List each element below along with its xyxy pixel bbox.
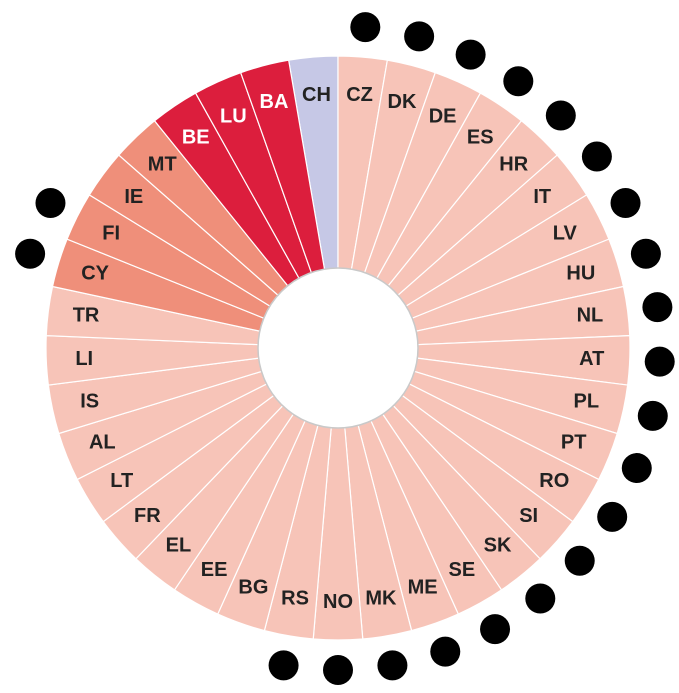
segment-label-sk: SK: [484, 535, 512, 557]
segment-label-ee: EE: [201, 559, 228, 581]
segment-label-is: IS: [80, 391, 99, 413]
segment-label-si: SI: [519, 505, 538, 527]
segment-label-cz: CZ: [346, 84, 373, 106]
segment-label-me: ME: [408, 576, 438, 598]
marker-dot-dk: [404, 21, 435, 52]
segment-label-ch: CH: [302, 84, 331, 106]
segment-label-it: IT: [533, 186, 551, 208]
marker-dot-cy: [15, 238, 46, 269]
segment-label-hr: HR: [499, 154, 528, 176]
segment-label-fi: FI: [102, 223, 120, 245]
marker-dot-me: [430, 636, 461, 667]
segment-label-rs: RS: [281, 587, 309, 609]
marker-dot-no: [323, 655, 353, 685]
segment-label-tr: TR: [73, 305, 100, 327]
segment-label-li: LI: [75, 348, 93, 370]
marker-dot-de: [455, 39, 486, 70]
marker-dot-at: [644, 346, 675, 377]
segment-label-el: EL: [166, 535, 192, 557]
segment-label-es: ES: [467, 127, 494, 149]
marker-dot-se: [480, 614, 511, 645]
marker-dot-lv: [610, 188, 641, 219]
segment-label-nl: NL: [577, 305, 604, 327]
segment-label-hu: HU: [566, 263, 595, 285]
segment-label-cy: CY: [81, 263, 109, 285]
marker-dot-it: [581, 141, 612, 172]
marker-dot-pt: [621, 453, 652, 484]
marker-dot-fi: [35, 188, 66, 219]
marker-dot-ro: [597, 501, 628, 532]
segment-label-pl: PL: [574, 391, 600, 413]
marker-dot-cz: [350, 12, 381, 43]
segment-label-lt: LT: [110, 470, 133, 492]
marker-dot-sk: [525, 583, 556, 614]
segment-label-ie: IE: [124, 186, 143, 208]
segment-label-lv: LV: [553, 223, 578, 245]
marker-dot-nl: [642, 292, 673, 323]
segment-label-at: AT: [579, 348, 604, 370]
marker-dot-mk: [377, 650, 408, 681]
marker-dot-hr: [545, 100, 576, 131]
segment-label-pt: PT: [561, 432, 587, 454]
segment-label-ba: BA: [260, 91, 289, 113]
segment-label-no: NO: [323, 591, 353, 613]
segment-label-be: BE: [182, 127, 210, 149]
center-hole: [257, 267, 419, 429]
dots-group: [15, 12, 675, 685]
segment-label-dk: DK: [388, 91, 417, 113]
segment-label-ro: RO: [539, 470, 569, 492]
segment-label-mt: MT: [148, 154, 177, 176]
marker-dot-pl: [637, 400, 668, 431]
marker-dot-rs: [268, 650, 299, 681]
segment-label-fr: FR: [134, 505, 161, 527]
segment-label-al: AL: [89, 432, 116, 454]
segment-label-de: DE: [429, 106, 457, 128]
marker-dot-es: [503, 66, 534, 97]
segment-label-se: SE: [449, 559, 476, 581]
segment-label-mk: MK: [365, 587, 397, 609]
segment-label-bg: BG: [238, 576, 268, 598]
marker-dot-hu: [630, 238, 661, 269]
marker-dot-si: [564, 545, 595, 576]
segment-label-lu: LU: [220, 106, 247, 128]
